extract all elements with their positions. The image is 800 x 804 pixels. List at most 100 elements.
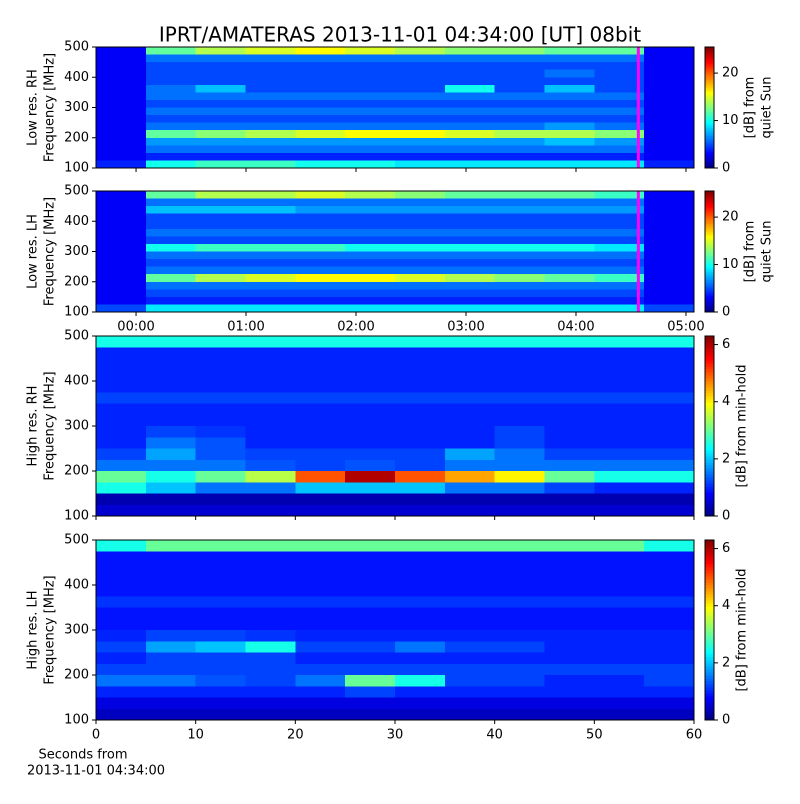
colorbar-swatch [705,591,714,595]
heatmap-cell [444,213,496,222]
heatmap-cell [395,675,446,687]
heatmap-cell [444,493,496,506]
heatmap-cell [195,145,246,154]
colorbar-swatch [705,115,714,119]
y-axis-label: Frequency [MHz] [43,53,58,162]
heatmap-cell [295,675,346,687]
colorbar-swatch [705,79,714,82]
heatmap-cell [594,228,645,237]
heatmap-cell [295,347,346,359]
heatmap-cell [494,686,545,698]
heatmap-cell [544,296,595,305]
heatmap-cell [245,152,296,161]
heatmap-cell [594,213,645,222]
colorbar-swatch [705,209,714,212]
heatmap-cell [644,392,695,404]
colorbar-swatch [705,231,714,234]
heatmap-cell [96,336,147,348]
colorbar-swatch [705,243,714,246]
heatmap-cell [245,281,296,290]
colorbar-swatch [705,465,714,469]
colorbar-swatch [705,396,714,400]
heatmap-cell [345,414,396,427]
heatmap-cell [494,198,545,207]
heatmap-cell [644,426,695,438]
heatmap-cell [96,551,147,563]
heatmap-cell [594,92,645,101]
heatmap-cell [245,471,296,483]
colorbar-swatch [705,474,714,478]
colorbar-swatch [705,675,714,679]
colorbar-swatch [705,417,714,421]
heatmap-cell [245,504,296,517]
colorbar-swatch [705,495,714,499]
heatmap-cell [295,236,346,245]
colorbar-swatch [705,143,714,147]
heatmap-cell [494,236,545,245]
heatmap-cell [245,708,296,721]
heatmap-cell [644,69,695,78]
heatmap-cell [96,562,147,575]
x-tick-label: 05:00 [667,320,704,335]
heatmap-cell [594,562,645,575]
heatmap-cell [145,137,197,146]
heatmap-cell [444,437,496,449]
heatmap-cell [444,107,496,116]
colorbar-swatch [705,540,714,544]
heatmap-cell [594,675,645,687]
colorbar-swatch [705,47,714,50]
heatmap-cell [444,369,496,382]
heatmap-cell [594,471,645,483]
heatmap-cell [245,69,296,78]
heatmap-cell [395,228,446,237]
heatmap-cell [145,596,197,608]
heatmap-cell [345,573,396,586]
colorbar-swatch [705,489,714,493]
colorbar-swatch [705,193,714,196]
heatmap-cell [145,130,197,139]
colorbar-swatch [705,501,714,505]
heatmap-cell [96,191,147,200]
heatmap-cell [544,274,595,283]
heatmap-cell [544,663,595,676]
colorbar-swatch [705,390,714,394]
heatmap-cell [395,259,446,268]
heatmap-cell [345,130,396,139]
y-axis-label: Frequency [MHz] [43,197,58,306]
heatmap-cell [594,358,645,371]
heatmap-cell [345,69,396,78]
colorbar-swatch [705,366,714,370]
heatmap-cell [96,92,147,101]
heatmap-cell [245,414,296,427]
heatmap-cell [395,304,446,313]
colorbar-swatch [705,259,714,263]
y-tick-label: 300 [64,623,89,638]
heatmap-cell [145,122,197,131]
y-tick-label: 400 [64,374,89,389]
heatmap-cell [96,381,147,393]
colorbar-swatch [705,576,714,580]
heatmap-cell [245,62,296,71]
heatmap-cell [245,160,296,169]
heatmap-cell [644,160,695,169]
heatmap-cell [345,426,396,438]
y-tick-label: 400 [64,70,89,85]
y-axis-label: Frequency [MHz] [43,371,58,480]
heatmap-cell [245,652,296,665]
heatmap-cell [494,160,545,169]
colorbar-swatch [705,648,714,652]
colorbar-swatch [705,139,714,143]
heatmap-cell [195,336,246,348]
colorbar-swatch [705,149,714,153]
colorbar-swatch [705,504,714,508]
heatmap-cell [295,107,346,116]
heatmap-cell [245,403,296,416]
colorbar-swatch [705,293,714,297]
colorbar-swatch [705,285,714,289]
heatmap-cell [345,652,396,665]
heatmap-cell [494,47,545,56]
heatmap-cell [444,336,496,348]
heatmap-cell [444,115,496,124]
heatmap-cell [395,92,446,101]
colorbar-swatch [705,612,714,616]
